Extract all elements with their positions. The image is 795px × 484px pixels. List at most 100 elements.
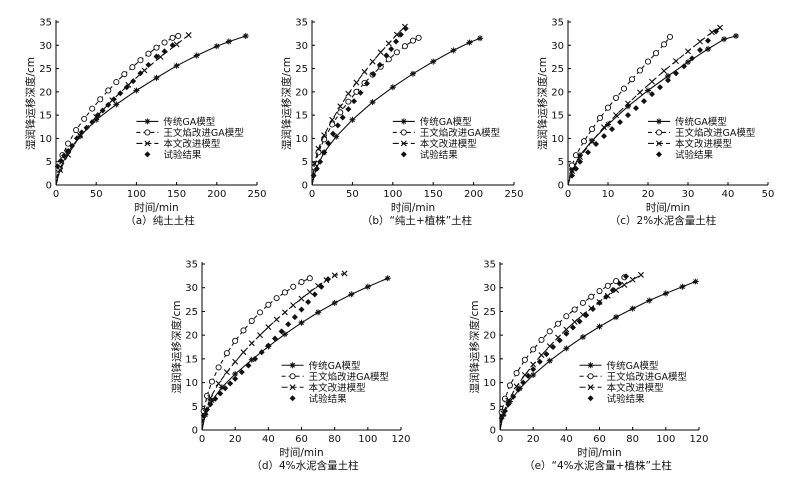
diamond-marker xyxy=(212,395,219,402)
x-marker xyxy=(587,384,594,391)
star-marker xyxy=(579,334,586,341)
diamond-marker xyxy=(705,37,711,44)
y-tick-label: 0 xyxy=(46,181,52,192)
diamond-marker xyxy=(258,349,265,356)
x-tick-label: 80 xyxy=(328,434,341,445)
y-tick-label: 25 xyxy=(483,307,496,318)
panel-caption: （e）“4%水泥含量+植株”土柱 xyxy=(524,459,672,472)
legend-label: 王文焰改进GA模型 xyxy=(607,371,688,383)
circle-marker xyxy=(223,350,230,357)
series-1 xyxy=(567,33,674,186)
y-tick-label: 5 xyxy=(46,157,52,168)
star-marker xyxy=(173,62,180,69)
diamond-marker xyxy=(153,53,160,60)
star-marker xyxy=(384,275,391,282)
diamond-marker xyxy=(525,372,532,379)
diamond-marker xyxy=(400,151,407,158)
diamond-marker xyxy=(713,28,719,35)
y-axis-label: 湿润锋运移深度/cm xyxy=(24,57,37,150)
legend-item: 王文焰改进GA模型 xyxy=(281,371,389,383)
diamond-marker xyxy=(633,105,639,112)
chart-panel-2: 0 5 10 15 20 25 30 35 0 50 100 150 200 250 时间/min 湿润锋运移… xyxy=(280,18,524,228)
x-marker xyxy=(530,361,537,368)
legend-label: 试验结果 xyxy=(309,393,348,405)
diamond-marker xyxy=(311,291,318,298)
series-line xyxy=(499,274,642,431)
circle-marker xyxy=(620,85,628,92)
legend-item: 王文焰改进GA模型 xyxy=(392,127,501,139)
x-tick-label: 100 xyxy=(358,434,377,445)
diamond-marker xyxy=(520,379,527,386)
x-marker xyxy=(240,349,247,356)
y-tick-label: 20 xyxy=(185,331,198,342)
star-marker xyxy=(430,58,437,65)
diamond-marker xyxy=(681,63,687,70)
star-marker xyxy=(679,283,686,290)
y-tick-label: 15 xyxy=(551,111,564,122)
x-tick-label: 150 xyxy=(167,189,186,200)
y-tick-label: 20 xyxy=(39,87,52,98)
diamond-marker xyxy=(657,84,663,91)
star-marker xyxy=(625,103,631,110)
x-marker xyxy=(361,68,368,75)
star-marker xyxy=(281,331,288,338)
diamond-marker xyxy=(515,386,522,393)
x-marker xyxy=(298,295,305,302)
diamond-marker xyxy=(697,46,703,53)
x-tick-label: 0 xyxy=(309,189,315,200)
star-marker xyxy=(721,36,727,43)
diamond-marker xyxy=(61,152,68,159)
series-1 xyxy=(311,34,422,186)
star-marker xyxy=(333,133,340,140)
circle-marker xyxy=(113,79,120,86)
diamond-marker xyxy=(252,355,259,362)
diamond-marker xyxy=(161,48,168,55)
diamond-marker xyxy=(656,151,662,158)
star-marker xyxy=(348,291,355,298)
circle-marker xyxy=(145,50,152,57)
x-axis-label: 时间/min xyxy=(279,446,323,459)
series-line xyxy=(55,34,190,186)
diamond-marker xyxy=(232,375,239,382)
diamond-marker xyxy=(603,293,610,300)
diamond-marker xyxy=(285,321,292,328)
diamond-marker xyxy=(145,61,152,68)
diamond-marker xyxy=(649,91,655,98)
star-marker xyxy=(153,74,160,81)
circle-marker xyxy=(153,44,160,51)
diamond-marker xyxy=(318,283,325,290)
x-tick-label: 120 xyxy=(391,434,410,445)
series-line xyxy=(567,35,737,186)
y-tick-label: 35 xyxy=(295,18,308,29)
x-marker xyxy=(65,151,72,158)
x-tick-label: 20 xyxy=(527,434,540,445)
series-0 xyxy=(201,275,391,431)
chart-panel-1: 0 5 10 15 20 25 30 35 0 50 100 150 200 250 时间/min 湿润锋运移… xyxy=(24,18,267,228)
diamond-marker xyxy=(616,280,623,287)
y-tick-label: 35 xyxy=(551,18,564,29)
y-tick-label: 30 xyxy=(39,41,52,52)
diamond-marker xyxy=(54,163,61,170)
x-marker xyxy=(697,38,703,45)
diamond-marker xyxy=(291,314,298,321)
diamond-marker xyxy=(110,96,117,103)
diamond-marker xyxy=(609,287,616,294)
diamond-marker xyxy=(117,90,124,97)
x-marker xyxy=(625,100,631,107)
panel-caption: （c）2%水泥含量土柱 xyxy=(610,214,717,227)
circle-marker xyxy=(289,373,296,380)
x-tick-label: 100 xyxy=(383,189,402,200)
x-tick-label: 0 xyxy=(199,434,205,445)
star-marker xyxy=(93,116,100,123)
x-tick-label: 20 xyxy=(229,434,242,445)
x-marker xyxy=(281,309,288,316)
y-axis-label: 湿润锋运移深度/cm xyxy=(468,300,481,393)
circle-marker xyxy=(215,364,222,371)
circle-marker xyxy=(345,98,352,105)
x-tick-label: 120 xyxy=(689,434,708,445)
x-marker xyxy=(637,271,644,278)
y-tick-label: 5 xyxy=(302,157,308,168)
circle-marker xyxy=(306,275,313,282)
diamond-marker xyxy=(245,362,252,369)
diamond-marker xyxy=(313,165,320,172)
